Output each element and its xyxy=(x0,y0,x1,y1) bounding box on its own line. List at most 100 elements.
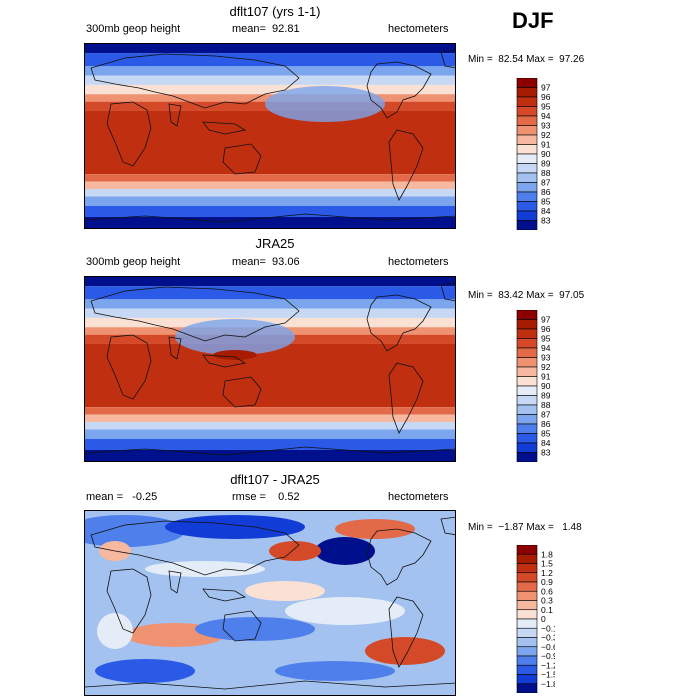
colorbar-swatch xyxy=(516,646,538,657)
colorbar-label: 89 xyxy=(541,391,551,401)
colorbar-label: 89 xyxy=(541,159,551,169)
panel-3-units-label: hectometers xyxy=(388,491,449,503)
colorbar-label: 84 xyxy=(541,206,551,216)
colorbar-swatch xyxy=(516,385,538,396)
colorbar-swatch xyxy=(516,442,538,453)
panel-3-rmse-label: rmse = 0.52 xyxy=(232,491,300,503)
colorbar-label: 91 xyxy=(541,372,551,382)
colorbar-label: −1.5 xyxy=(541,670,555,680)
colorbar-label: 87 xyxy=(541,178,551,188)
colorbar-label: 1.2 xyxy=(541,568,553,578)
colorbar-swatch xyxy=(516,153,538,164)
colorbar-label: 86 xyxy=(541,419,551,429)
panel-1-minmax: Min = 82.54 Max = 97.26 xyxy=(468,54,585,65)
colorbar-swatch xyxy=(516,357,538,368)
colorbar-swatch xyxy=(516,600,538,611)
colorbar-swatch xyxy=(516,618,538,629)
colorbar-swatch xyxy=(516,328,538,339)
colorbar-label: −0.1 xyxy=(541,623,555,633)
colorbar-label: 86 xyxy=(541,187,551,197)
colorbar-label: 95 xyxy=(541,102,551,112)
panel-3-map xyxy=(84,510,456,696)
colorbar-label: 85 xyxy=(541,197,551,207)
colorbar-label: −1.2 xyxy=(541,660,555,670)
colorbar-swatch xyxy=(516,182,538,193)
colorbar-swatch xyxy=(516,78,538,88)
colorbar-swatch xyxy=(516,172,538,183)
colorbar-swatch xyxy=(516,310,538,320)
colorbar-swatch xyxy=(516,553,538,564)
colorbar-label: 0 xyxy=(541,614,546,624)
panel-2-map xyxy=(84,276,456,462)
panel-3-minmax: Min = −1.87 Max = 1.48 xyxy=(468,522,582,533)
colorbar-swatch xyxy=(516,404,538,415)
colorbar-swatch xyxy=(516,433,538,444)
colorbar-swatch xyxy=(516,191,538,202)
colorbar-label: 95 xyxy=(541,334,551,344)
colorbar-swatch xyxy=(516,423,538,434)
colorbar-swatch xyxy=(516,655,538,666)
colorbar-swatch xyxy=(516,683,538,693)
colorbar-label: 88 xyxy=(541,168,551,178)
colorbar-label: 96 xyxy=(541,324,551,334)
colorbar-label: 0.3 xyxy=(541,596,553,606)
colorbar-label: 92 xyxy=(541,130,551,140)
colorbar-label: 83 xyxy=(541,448,551,458)
colorbar-label: 84 xyxy=(541,438,551,448)
colorbar-swatch xyxy=(516,201,538,212)
colorbar-swatch xyxy=(516,563,538,574)
colorbar-label: 0.1 xyxy=(541,605,553,615)
colorbar-label: 96 xyxy=(541,92,551,102)
colorbar-label: 93 xyxy=(541,121,551,131)
colorbar-swatch xyxy=(516,125,538,136)
colorbar-swatch xyxy=(516,163,538,174)
colorbar-label: 87 xyxy=(541,410,551,420)
colorbar-label: −0.6 xyxy=(541,642,555,652)
panel-2-title: JRA25 xyxy=(255,236,295,251)
colorbar-swatch xyxy=(516,581,538,592)
panel-1-title: dflt107 (yrs 1-1) xyxy=(229,4,321,19)
colorbar-label: 91 xyxy=(541,140,551,150)
colorbar-swatch xyxy=(516,338,538,349)
panel-1-variable-label: 300mb geop height xyxy=(86,23,181,35)
colorbar-swatch xyxy=(516,115,538,126)
colorbar-swatch xyxy=(516,637,538,648)
colorbar-label: 88 xyxy=(541,400,551,410)
colorbar-swatch xyxy=(516,106,538,117)
panel-1-mean-label: mean= 92.81 xyxy=(232,23,300,35)
colorbar-label: 90 xyxy=(541,381,551,391)
panel-3-colorbar: 1.81.51.20.90.60.30.10−0.1−0.3−0.6−0.9−1… xyxy=(516,545,555,693)
colorbar-label: 92 xyxy=(541,362,551,372)
colorbar-label: 97 xyxy=(541,83,551,93)
colorbar-label: 1.8 xyxy=(541,549,553,559)
colorbar-swatch xyxy=(516,414,538,425)
colorbar-swatch xyxy=(516,674,538,685)
colorbar-label: −0.9 xyxy=(541,651,555,661)
colorbar-swatch xyxy=(516,96,538,107)
colorbar-swatch xyxy=(516,395,538,406)
colorbar-swatch xyxy=(516,347,538,358)
panel-3-title: dflt107 - JRA25 xyxy=(230,472,320,487)
panel-2-minmax: Min = 83.42 Max = 97.05 xyxy=(468,290,585,301)
panel-1-map xyxy=(84,43,456,229)
colorbar-swatch xyxy=(516,609,538,620)
colorbar-swatch xyxy=(516,210,538,221)
colorbar-swatch xyxy=(516,452,538,462)
colorbar-label: −0.3 xyxy=(541,633,555,643)
season-title: DJF xyxy=(512,8,554,33)
colorbar-label: −1.8 xyxy=(541,679,555,689)
panel-2-units-label: hectometers xyxy=(388,256,449,268)
colorbar-label: 97 xyxy=(541,315,551,325)
colorbar-swatch xyxy=(516,87,538,98)
panel-2-mean-label: mean= 93.06 xyxy=(232,256,300,268)
colorbar-label: 0.9 xyxy=(541,577,553,587)
colorbar-swatch xyxy=(516,545,538,555)
colorbar-label: 0.6 xyxy=(541,586,553,596)
colorbar-swatch xyxy=(516,572,538,583)
colorbar-label: 94 xyxy=(541,111,551,121)
colorbar-swatch xyxy=(516,627,538,638)
colorbar-swatch xyxy=(516,144,538,155)
colorbar-swatch xyxy=(516,590,538,601)
